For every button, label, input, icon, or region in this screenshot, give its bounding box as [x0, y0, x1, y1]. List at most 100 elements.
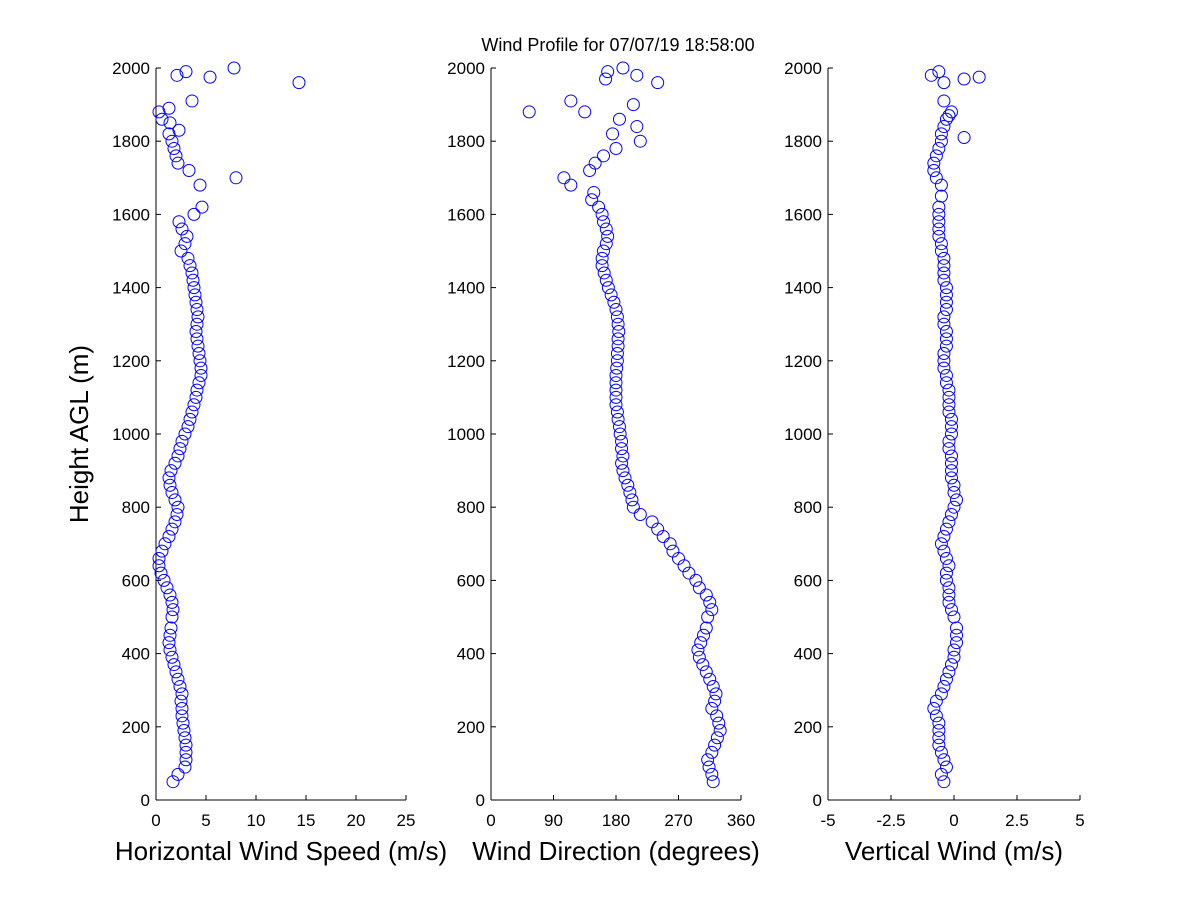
x-tick-label: 5 — [201, 811, 210, 830]
wind-direction-data-point — [630, 68, 644, 82]
y-tick-label: 400 — [794, 645, 822, 664]
vertical-wind-data-point — [937, 680, 951, 694]
wind-direction-data-point — [697, 628, 710, 642]
vertical-wind-data-point — [929, 149, 943, 163]
vertical-wind-data-point — [939, 303, 953, 317]
horizontal-wind-speed-data-point — [165, 486, 179, 500]
vertical-wind-data-point — [937, 76, 951, 90]
wind-direction-data-point — [692, 650, 706, 664]
horizontal-wind-speed-data-point — [175, 709, 189, 723]
horizontal-wind-speed-data-point — [190, 332, 204, 346]
x-tick-label: 25 — [397, 811, 416, 830]
horizontal-wind-speed-data-point — [173, 680, 187, 694]
horizontal-wind-speed-data-point — [167, 142, 181, 156]
vertical-wind-data-point — [947, 650, 961, 664]
horizontal-wind-speed-data-point — [292, 76, 306, 90]
horizontal-wind-speed-data-point — [179, 753, 193, 767]
horizontal-wind-speed-data-point — [162, 127, 176, 141]
vertical-wind-data-point — [932, 229, 946, 243]
wind-direction-data-point — [699, 588, 713, 602]
wind-direction-data-point — [702, 760, 716, 774]
vertical-wind-data-point — [944, 508, 958, 522]
wind-direction-data-point — [691, 643, 705, 657]
vertical-wind-data-point — [937, 94, 951, 108]
horizontal-wind-speed-data-point — [177, 723, 191, 737]
horizontal-wind-speed-data-point — [162, 529, 176, 543]
wind-direction-data-point — [616, 449, 630, 463]
horizontal-wind-speed-data-point — [194, 361, 208, 375]
horizontal-wind-speed-data-point — [165, 650, 179, 664]
wind-direction-data-point — [692, 581, 706, 595]
vertical-wind-data-point — [942, 109, 956, 123]
vertical-wind-data-point — [937, 251, 951, 265]
horizontal-wind-speed-data-point — [185, 405, 199, 419]
y-tick-label: 800 — [794, 498, 822, 517]
wind-direction-data-point — [645, 515, 659, 529]
horizontal-wind-speed-data-point — [162, 636, 176, 650]
vertical-wind-data-point — [939, 522, 953, 536]
y-tick-label: 1000 — [112, 425, 150, 444]
vertical-wind-data-point — [934, 687, 948, 701]
horizontal-wind-speed-data-point — [165, 595, 179, 609]
wind-direction-data-point — [599, 273, 613, 287]
horizontal-wind-speed-data-point — [178, 731, 192, 745]
horizontal-wind-speed-data-point — [192, 376, 206, 390]
horizontal-wind-speed-data-point — [176, 716, 190, 730]
y-tick-label: 2000 — [784, 59, 822, 78]
horizontal-wind-speed-data-point — [189, 325, 203, 339]
panel-horizontal-wind-speed: 0 200 400 600 800 1000 1200 1400 1600 1800 2000 0 5 1… — [64, 59, 447, 866]
horizontal-wind-speed-data-point — [192, 346, 206, 360]
y-tick-label: 1800 — [784, 132, 822, 151]
horizontal-wind-speed-data-point — [171, 767, 185, 781]
vertical-wind-data-point — [932, 723, 946, 737]
wind-direction-data-point — [601, 281, 615, 295]
x-tick-label: 15 — [297, 811, 316, 830]
vertical-wind-data-point — [932, 738, 946, 752]
vertical-wind-data-point — [937, 273, 951, 287]
wind-direction-data-point — [713, 723, 727, 737]
vertical-wind-data-point — [944, 658, 958, 672]
horizontal-wind-speed-data-point — [190, 317, 204, 331]
horizontal-wind-speed-data-point — [183, 259, 197, 273]
y-tick-label: 1400 — [112, 279, 150, 298]
vertical-wind-data-point — [934, 237, 948, 251]
vertical-wind-data-point — [942, 442, 956, 456]
wind-direction-data-point — [696, 658, 710, 672]
vertical-wind-data-point — [934, 189, 948, 203]
y-tick-label: 1000 — [784, 425, 822, 444]
wind-direction-data-point — [625, 493, 639, 507]
vertical-wind-data-point — [939, 325, 953, 339]
vertical-wind-data-point — [934, 134, 948, 148]
vertical-wind-data-point — [932, 207, 946, 221]
vertical-wind-data-point — [937, 544, 951, 558]
wind-direction-data-point — [578, 105, 592, 119]
horizontal-wind-speed-data-point — [170, 68, 184, 82]
wind-direction-data-point — [557, 171, 571, 185]
wind-direction-data-point — [607, 295, 621, 309]
panel-vertical-wind: 0 200 400 600 800 1000 1200 1400 1600 1800 2000 -5 -… — [784, 59, 1085, 866]
vertical-wind-data-point — [944, 603, 958, 617]
y-tick-label: 1600 — [112, 205, 150, 224]
wind-direction-data-point — [618, 471, 632, 485]
vertical-wind-data-point — [939, 368, 953, 382]
horizontal-wind-speed-data-point — [187, 281, 201, 295]
wind-direction-data-point — [595, 207, 609, 221]
vertical-wind-data-point — [937, 310, 951, 324]
wind-direction-data-point — [712, 716, 726, 730]
vertical-wind-data-point — [932, 215, 946, 229]
horizontal-wind-speed-data-point — [187, 207, 201, 221]
horizontal-wind-speed-data-point — [163, 628, 177, 642]
horizontal-wind-speed-data-point — [194, 368, 208, 382]
wind-direction-data-point — [706, 775, 720, 789]
horizontal-wind-speed-data-point — [168, 493, 182, 507]
y-tick-label: 1400 — [447, 279, 485, 298]
y-tick-label: 600 — [122, 571, 150, 590]
y-tick-label: 400 — [122, 645, 150, 664]
y-tick-label: 200 — [122, 718, 150, 737]
horizontal-wind-speed-data-point — [183, 412, 197, 426]
vertical-wind-data-point — [932, 65, 946, 79]
wind-direction-data-point — [522, 105, 536, 119]
wind-direction-data-point — [609, 398, 623, 412]
wind-direction-data-point — [633, 134, 647, 148]
y-tick-label: 600 — [457, 571, 485, 590]
